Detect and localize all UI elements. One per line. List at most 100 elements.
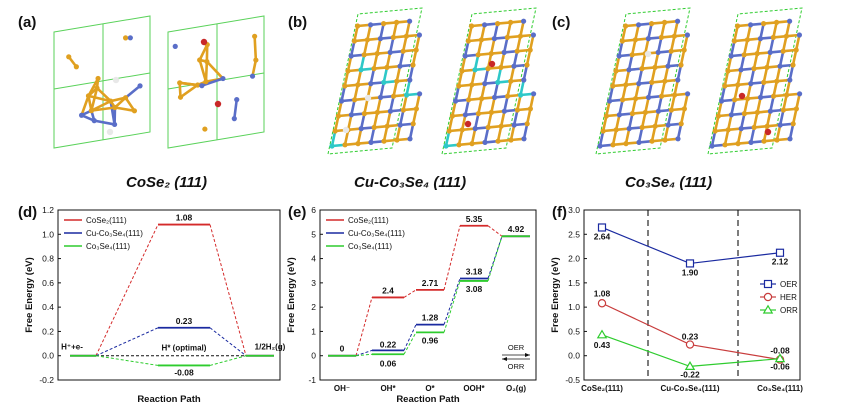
data-label: 5.35 xyxy=(466,214,483,224)
atom xyxy=(378,94,384,100)
atom xyxy=(681,47,687,53)
bond xyxy=(205,60,225,80)
connector xyxy=(355,353,373,357)
atom xyxy=(787,18,793,24)
panel-e-label: (e) xyxy=(288,204,307,221)
atom xyxy=(735,82,741,88)
atom xyxy=(368,81,374,87)
atom xyxy=(774,78,780,84)
atom xyxy=(514,107,520,113)
atom xyxy=(731,38,737,44)
connector xyxy=(355,297,373,356)
atom xyxy=(131,108,138,114)
atom xyxy=(709,143,715,149)
atom xyxy=(88,108,94,114)
atom xyxy=(391,93,397,99)
atom xyxy=(387,108,393,114)
y-axis-label: Free Energy (eV) xyxy=(286,257,297,333)
y-axis-label: Free Energy (eV) xyxy=(24,257,35,333)
atom xyxy=(459,68,465,74)
atom xyxy=(732,97,738,103)
atom xyxy=(342,142,348,148)
atom xyxy=(658,34,664,40)
atom xyxy=(655,108,661,114)
atom xyxy=(466,97,472,103)
atom xyxy=(358,67,364,73)
unit-cell xyxy=(167,15,265,149)
data-label: 0.43 xyxy=(594,340,611,350)
atom xyxy=(112,104,118,111)
unit-cell xyxy=(595,7,691,155)
atom xyxy=(649,79,655,85)
atom xyxy=(381,21,387,27)
data-label: 3.18 xyxy=(466,266,483,276)
atom xyxy=(253,57,259,63)
bond xyxy=(90,99,112,112)
legend-marker xyxy=(762,304,774,314)
y-tick-label: 5 xyxy=(311,229,316,239)
atom xyxy=(597,143,603,149)
atom xyxy=(475,52,481,58)
bond xyxy=(198,43,209,62)
atom xyxy=(636,22,642,28)
atom xyxy=(626,126,632,132)
atom xyxy=(177,94,184,100)
data-label: 0 xyxy=(340,344,345,354)
atom xyxy=(122,35,129,41)
atom xyxy=(498,123,504,129)
data-label: 0.06 xyxy=(380,358,397,368)
data-label: -0.22 xyxy=(680,369,700,379)
atom xyxy=(404,92,410,98)
atom xyxy=(517,33,523,39)
atom xyxy=(668,48,674,54)
connector xyxy=(443,280,461,333)
data-point xyxy=(597,223,607,232)
bond xyxy=(92,119,116,126)
panel-c-caption: Co₃Se₄ (111) xyxy=(625,174,713,191)
atom xyxy=(780,107,786,113)
atom xyxy=(722,142,728,148)
atom xyxy=(607,98,613,104)
atom xyxy=(748,81,754,87)
atom xyxy=(403,33,409,39)
x-axis-label: Reaction Path xyxy=(137,394,201,405)
atom xyxy=(524,62,530,68)
connector xyxy=(95,327,159,357)
legend-marker xyxy=(763,279,773,289)
step-annotation: H* (optimal) xyxy=(162,344,207,353)
atom xyxy=(610,83,616,89)
atom xyxy=(329,143,335,149)
atom xyxy=(122,95,129,101)
data-point xyxy=(684,361,696,370)
data-label: 0.96 xyxy=(422,335,439,345)
atom xyxy=(410,121,416,127)
connector xyxy=(487,236,503,279)
plot-frame xyxy=(583,209,801,381)
y-tick-label: 0 xyxy=(311,351,316,361)
atom xyxy=(504,34,510,40)
atom xyxy=(639,66,645,72)
atom xyxy=(456,83,462,89)
atom xyxy=(629,111,635,117)
legend-entry: Cu-Co₃Se₄(111) xyxy=(86,229,143,238)
data-label: 1.08 xyxy=(176,213,193,223)
atom xyxy=(410,62,416,68)
atom xyxy=(505,93,511,99)
atom xyxy=(66,54,72,60)
bond xyxy=(95,86,112,103)
atom xyxy=(459,127,465,133)
connector xyxy=(95,224,159,356)
data-point xyxy=(774,353,786,363)
connector xyxy=(209,327,247,357)
atom xyxy=(725,127,731,133)
atom xyxy=(374,51,380,57)
bond xyxy=(251,58,258,78)
atom xyxy=(751,124,757,130)
atom xyxy=(754,51,760,57)
atom xyxy=(619,38,625,44)
atom xyxy=(478,37,484,43)
atom xyxy=(342,83,348,89)
panel-a-label: (a) xyxy=(18,14,37,31)
data-label: 0.23 xyxy=(176,316,193,326)
atom xyxy=(407,77,413,83)
